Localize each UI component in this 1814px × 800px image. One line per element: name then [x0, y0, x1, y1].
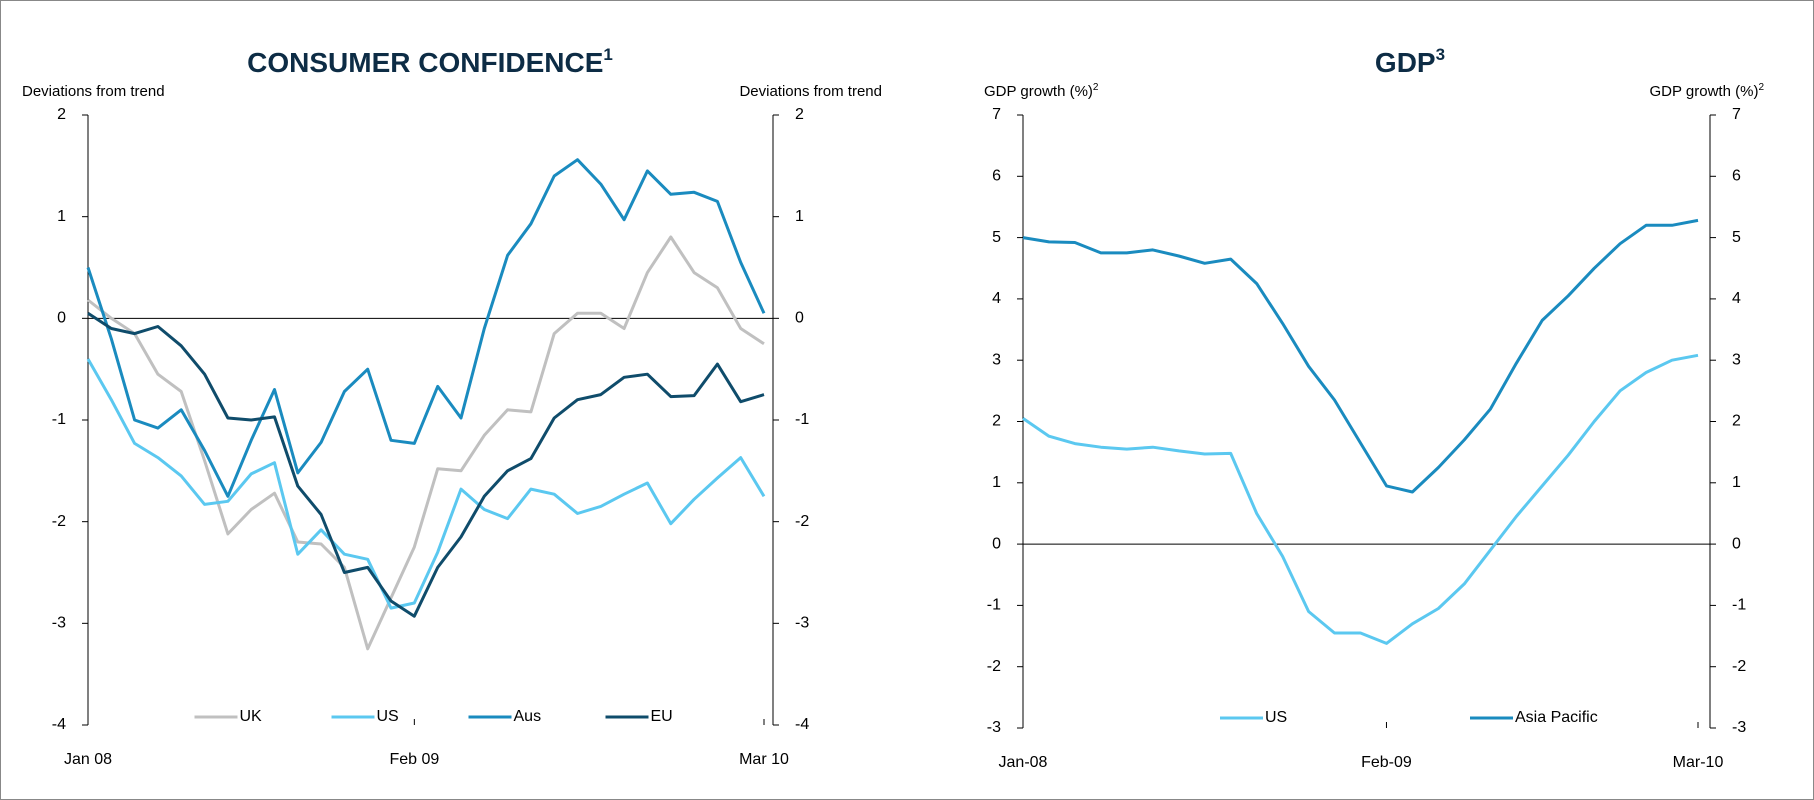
y2-tick-label: -1: [795, 411, 809, 428]
y2-tick-label: -3: [795, 615, 809, 632]
y-tick-label: -4: [52, 716, 66, 733]
label-text: GDP growth (%): [1650, 83, 1759, 100]
y2-tick-label: -1: [1732, 597, 1746, 614]
y-tick-label: 3: [992, 351, 1001, 368]
y2-axis-label: GDP growth (%)2: [1650, 82, 1765, 100]
x-tick-label: Feb-09: [1361, 754, 1412, 771]
y-tick-label: 0: [57, 310, 66, 327]
legend-label: UK: [240, 708, 263, 725]
series-line: [86, 358, 766, 610]
y-axis-label: GDP growth (%)2: [984, 82, 1099, 100]
y2-tick-label: 4: [1732, 290, 1741, 307]
y2-axis-label: Deviations from trend: [739, 83, 882, 100]
y2-tick-label: -2: [795, 513, 809, 530]
y-tick-label: 6: [992, 168, 1001, 185]
label-sup: 2: [1758, 82, 1764, 93]
y-tick-label: -2: [987, 658, 1001, 675]
y2-tick-label: 0: [795, 310, 804, 327]
series-line: [87, 312, 765, 618]
y-tick-label: 2: [992, 413, 1001, 430]
y2-tick-label: 5: [1732, 229, 1741, 246]
y-tick-label: -2: [52, 513, 66, 530]
y-tick-label: -1: [52, 411, 66, 428]
y2-tick-label: 1: [795, 208, 804, 225]
y2-tick-label: 0: [1732, 535, 1741, 552]
y2-tick-label: 2: [1732, 413, 1741, 430]
y-tick-label: 1: [57, 208, 66, 225]
chart-title: CONSUMER CONFIDENCE1: [247, 45, 613, 78]
y2-tick-label: 3: [1732, 351, 1741, 368]
y-tick-label: -3: [987, 719, 1001, 736]
y2-tick-label: 7: [1732, 106, 1741, 123]
legend-label: US: [377, 708, 399, 725]
legend-label: Asia Pacific: [1515, 709, 1598, 726]
x-tick-label: Mar-10: [1673, 754, 1724, 771]
series-line: [1022, 353, 1699, 645]
x-tick-label: Feb 09: [389, 751, 439, 768]
title-sup: 1: [603, 45, 612, 64]
title-text: CONSUMER CONFIDENCE: [247, 47, 603, 78]
label-sup: 2: [1093, 82, 1099, 93]
series-line: [87, 235, 765, 651]
title-sup: 3: [1436, 45, 1445, 64]
y2-tick-label: -4: [795, 716, 809, 733]
series-line: [86, 158, 766, 498]
y-tick-label: 4: [992, 290, 1001, 307]
title-text: GDP: [1375, 47, 1436, 78]
y2-tick-label: 6: [1732, 168, 1741, 185]
x-tick-label: Jan 08: [64, 751, 112, 768]
y-tick-label: -1: [987, 597, 1001, 614]
y-axis-label: Deviations from trend: [22, 83, 165, 100]
y2-tick-label: 1: [1732, 474, 1741, 491]
y2-tick-label: -3: [1732, 719, 1746, 736]
label-text: GDP growth (%): [984, 83, 1093, 100]
legend-label: US: [1265, 709, 1287, 726]
chart-title: GDP3: [1375, 45, 1445, 78]
x-tick-label: Mar 10: [739, 751, 789, 768]
legend-label: Aus: [514, 708, 542, 725]
y-tick-label: 7: [992, 106, 1001, 123]
y2-tick-label: -2: [1732, 658, 1746, 675]
y-tick-label: -3: [52, 615, 66, 632]
series-line: [1022, 218, 1699, 494]
y2-tick-label: 2: [795, 106, 804, 123]
x-tick-label: Jan-08: [999, 754, 1048, 771]
y-tick-label: 1: [992, 474, 1001, 491]
legend-label: EU: [651, 708, 673, 725]
y-tick-label: 2: [57, 106, 66, 123]
y-tick-label: 5: [992, 229, 1001, 246]
y-tick-label: 0: [992, 535, 1001, 552]
